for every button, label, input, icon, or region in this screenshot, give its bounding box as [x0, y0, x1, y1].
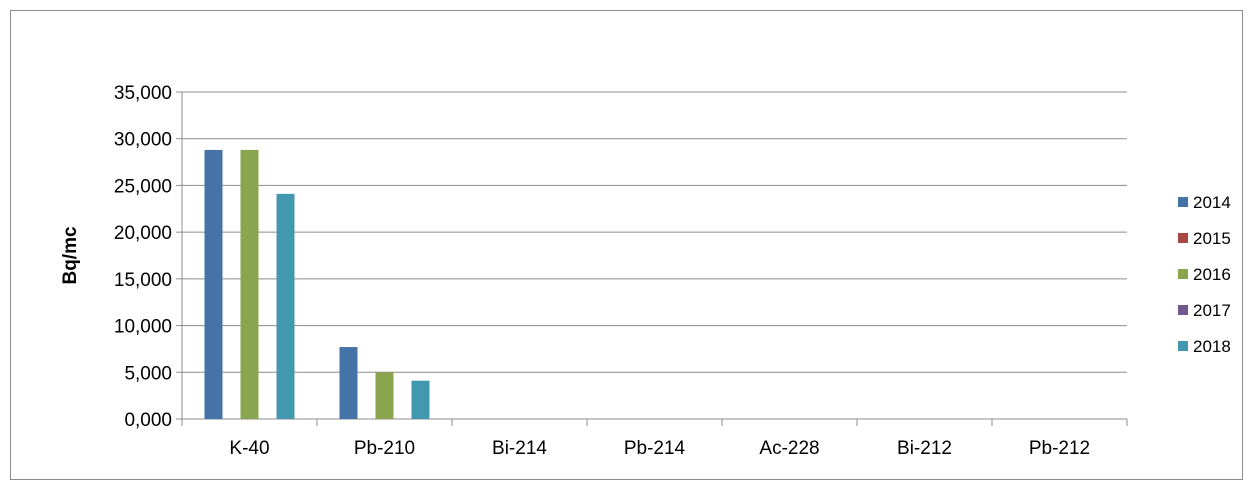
bar-chart: 0,000 5,000 10,000 15,000 20,000 25,000 30,000…: [60, 83, 1231, 459]
legend-label: 2015: [1193, 229, 1231, 248]
y-tick-label: 0,000: [124, 410, 172, 431]
x-tick-labels: K-40 Pb-210 Bi-214 Pb-214 Ac-228 Bi-212 Pb-212: [229, 438, 1090, 459]
legend-swatch: [1178, 341, 1188, 351]
bars: [204, 149, 430, 419]
x-tick-label: Ac-228: [759, 438, 819, 459]
bar: [240, 149, 259, 419]
y-tick-label: 30,000: [114, 130, 172, 151]
y-tick-label: 20,000: [114, 223, 172, 244]
x-tick-label: Pb-212: [1029, 438, 1090, 459]
x-tick-label: Bi-214: [492, 438, 547, 459]
bar: [339, 347, 358, 419]
bar: [204, 149, 223, 419]
y-tick-label: 10,000: [114, 317, 172, 338]
legend: 2014 2015 2016 2017 2018: [1178, 193, 1231, 356]
y-tick-label: 35,000: [114, 83, 172, 104]
gridlines: [182, 91, 1127, 373]
legend-swatch: [1178, 269, 1188, 279]
x-tick-label: Bi-212: [897, 438, 952, 459]
y-tick-label: 15,000: [114, 270, 172, 291]
legend-label: 2014: [1193, 193, 1231, 212]
y-tick-label: 5,000: [124, 363, 172, 384]
bar: [411, 380, 430, 419]
legend-swatch: [1178, 233, 1188, 243]
legend-swatch: [1178, 197, 1188, 207]
legend-label: 2017: [1193, 301, 1231, 320]
x-tick-label: Pb-214: [624, 438, 686, 459]
bar: [276, 193, 295, 419]
y-tick-labels: 0,000 5,000 10,000 15,000 20,000 25,000 30,000…: [114, 83, 172, 431]
legend-swatch: [1178, 305, 1188, 315]
legend-label: 2018: [1193, 337, 1231, 356]
legend-label: 2016: [1193, 265, 1231, 284]
axes: [176, 91, 1128, 426]
x-tick-label: Pb-210: [354, 438, 415, 459]
bar: [375, 372, 394, 419]
y-axis-title: Bq/mc: [60, 226, 81, 285]
x-tick-label: K-40: [229, 438, 269, 459]
y-tick-label: 25,000: [114, 176, 172, 197]
